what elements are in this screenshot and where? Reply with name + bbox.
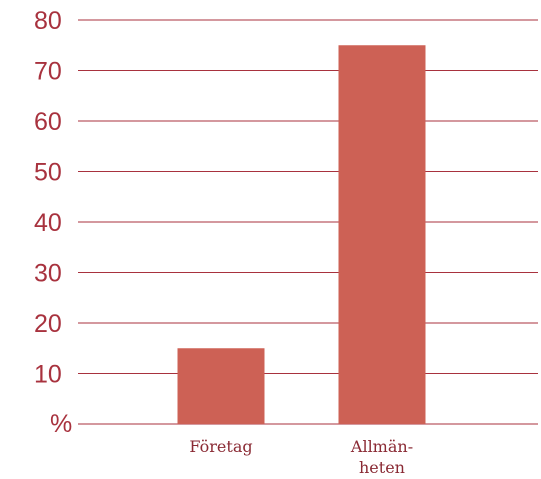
x-category-label-1-0: Allmän- — [350, 437, 413, 456]
y-tick-label-40: 40 — [34, 209, 62, 237]
y-tick-label-20: 20 — [34, 310, 62, 338]
y-tick-label-80: 80 — [34, 7, 62, 35]
y-tick-label-70: 70 — [34, 58, 62, 86]
y-tick-label-60: 60 — [34, 108, 62, 136]
x-axis-categories: Företag Allmän-heten — [189, 437, 413, 477]
bar-1 — [338, 45, 426, 424]
y-tick-label-30: 30 — [34, 260, 62, 288]
y-axis-ticks: 10 20 30 40 50 60 70 80% — [34, 7, 72, 438]
y-axis-unit-label: % — [50, 410, 72, 438]
x-category-label-1-1: heten — [359, 458, 405, 477]
y-tick-label-10: 10 — [34, 361, 62, 389]
gridlines — [78, 19, 538, 425]
y-tick-label-50: 50 — [34, 159, 62, 187]
bar-0 — [177, 348, 265, 424]
bars — [177, 45, 426, 424]
x-category-label-0-0: Företag — [189, 437, 252, 456]
